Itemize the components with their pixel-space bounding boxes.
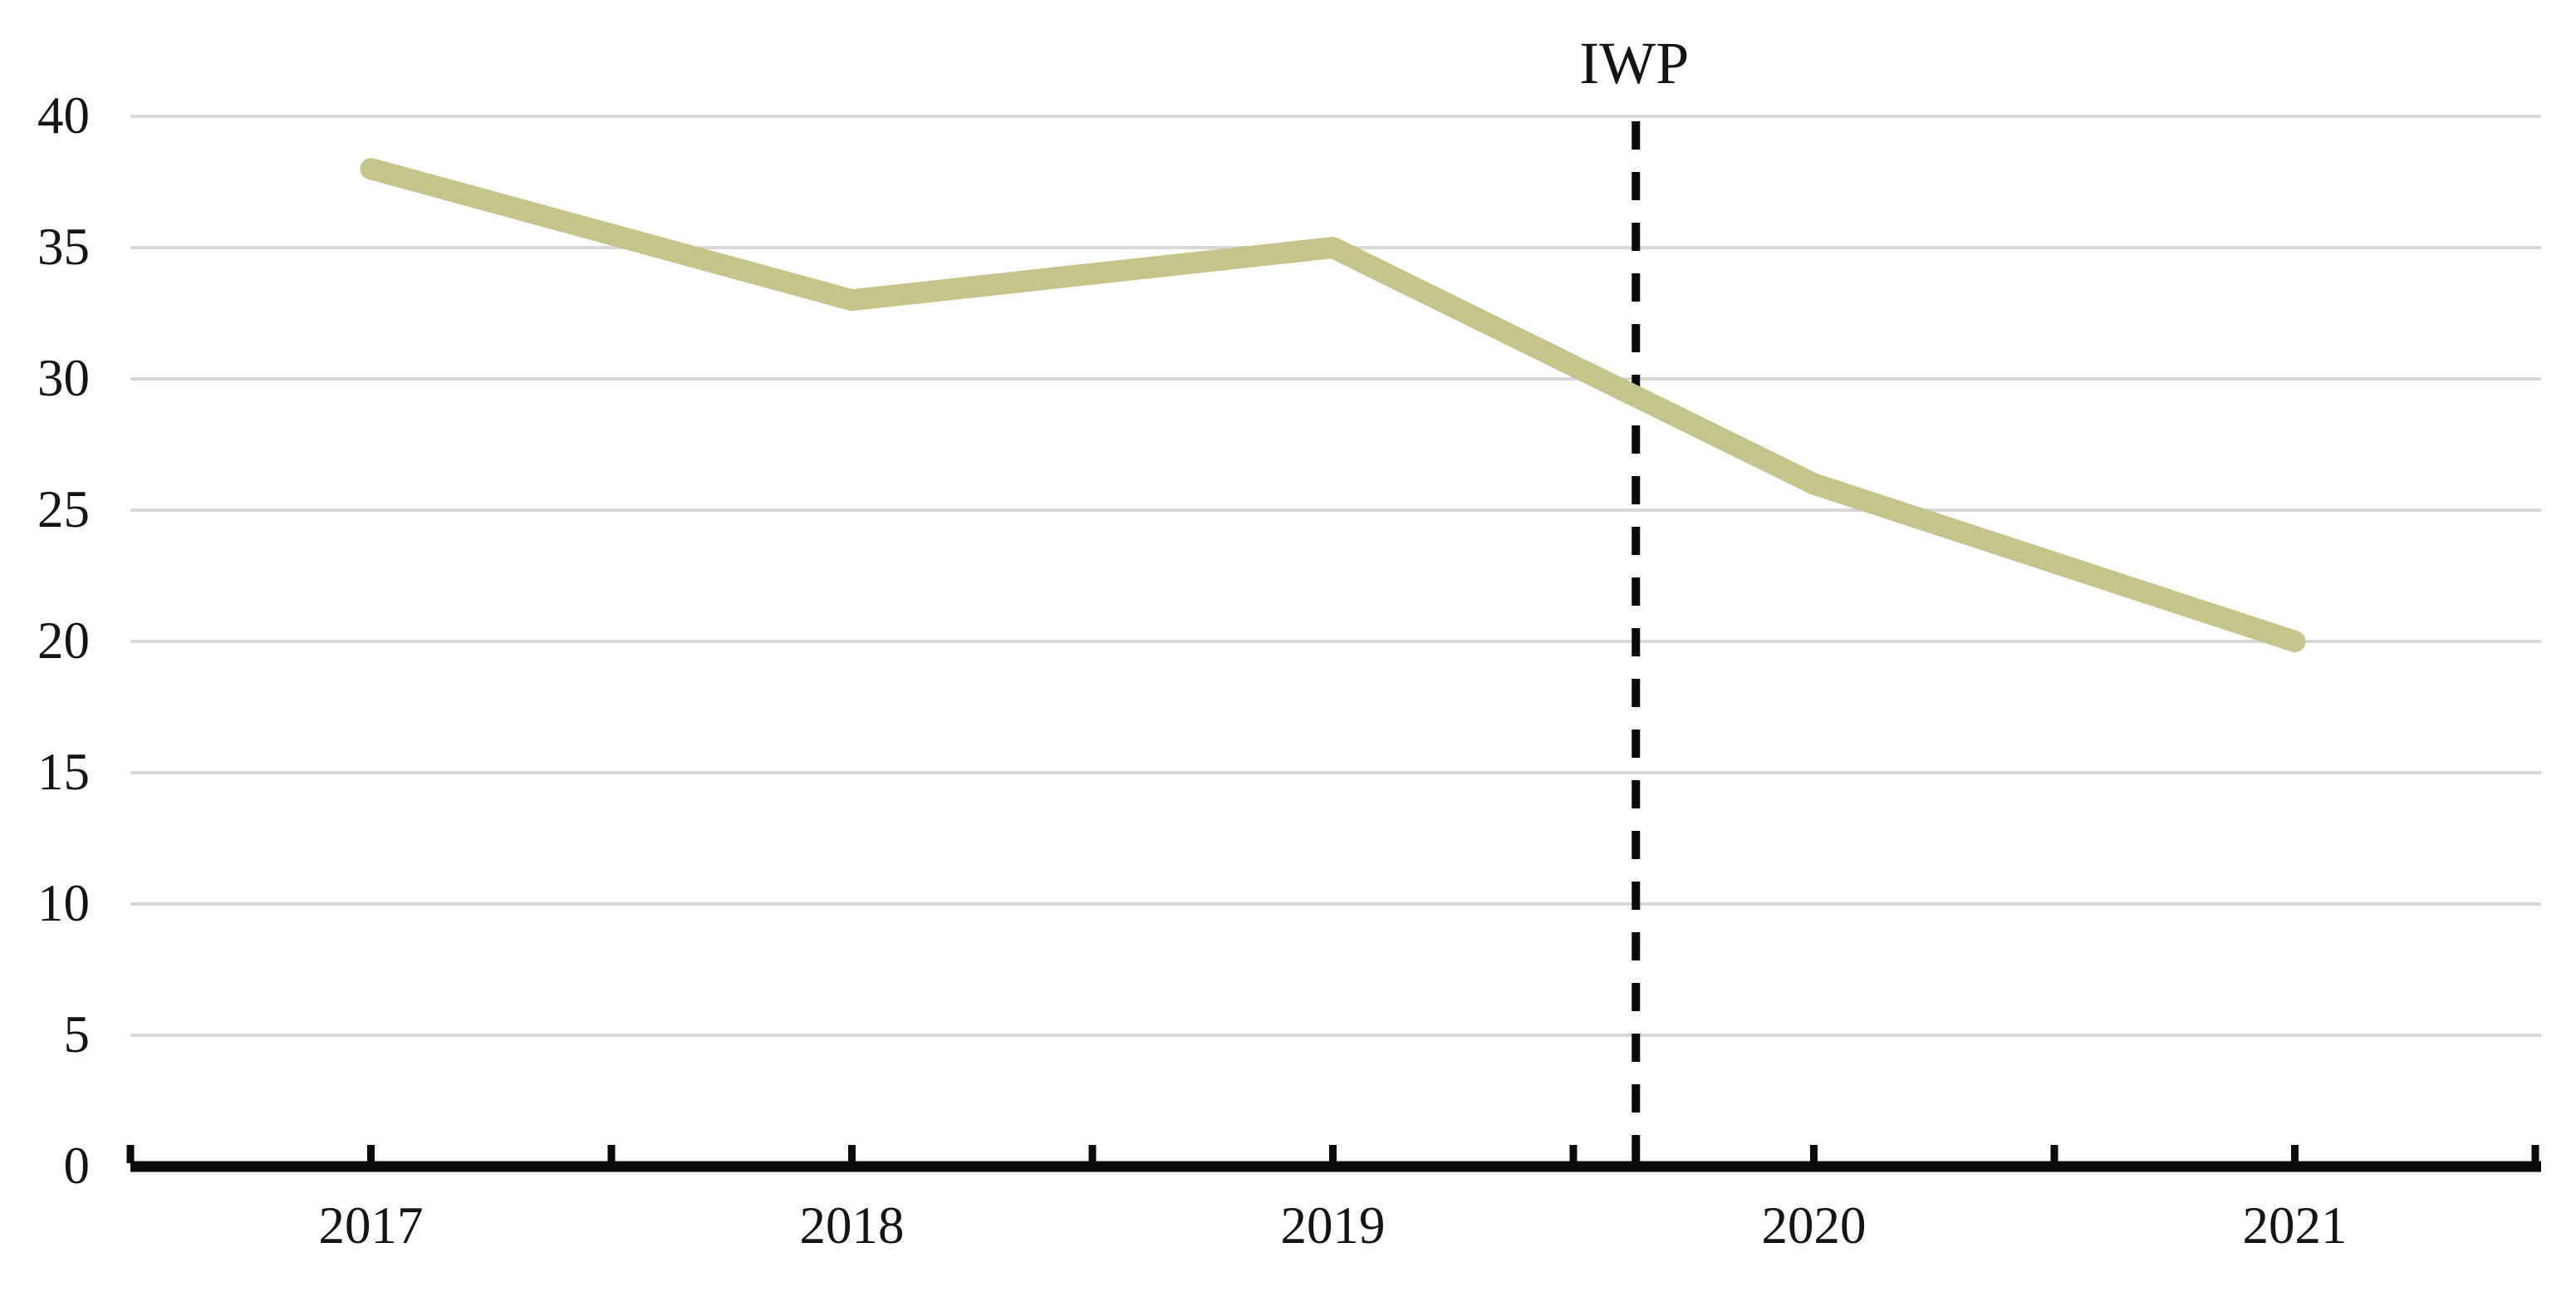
x-tick-label-2018: 2018: [799, 1196, 905, 1255]
y-tick-label-15: 15: [37, 743, 90, 801]
y-tick-label-10: 10: [37, 874, 90, 932]
y-tick-label-40: 40: [37, 86, 90, 145]
x-tick-label-2020: 2020: [1761, 1196, 1867, 1255]
y-tick-label-35: 35: [37, 218, 90, 276]
x-tick-label-2017: 2017: [318, 1196, 424, 1255]
y-tick-label-5: 5: [63, 1005, 91, 1064]
y-tick-label-30: 30: [37, 349, 90, 407]
x-tick-label-2021: 2021: [2242, 1196, 2348, 1255]
x-tick-label-2019: 2019: [1280, 1196, 1386, 1255]
data-line: [360, 158, 2306, 652]
y-tick-label-0: 0: [63, 1137, 91, 1195]
y-tick-label-20: 20: [37, 612, 90, 670]
y-tick-label-25: 25: [37, 480, 90, 538]
iwp-annotation-label: IWP: [1579, 30, 1690, 96]
